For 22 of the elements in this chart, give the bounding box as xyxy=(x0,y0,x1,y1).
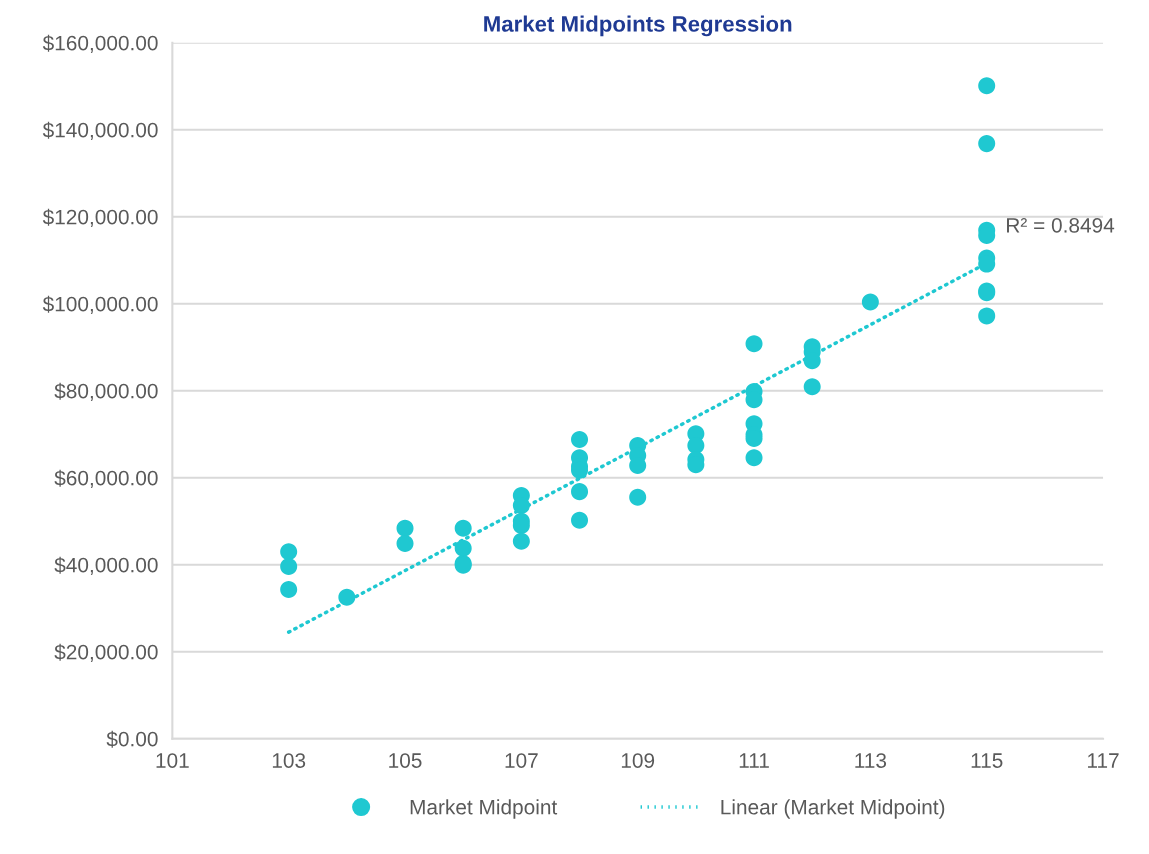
y-tick-label: $80,000.00 xyxy=(54,382,158,401)
x-tick-label: 105 xyxy=(389,753,422,768)
y-tick-label: $120,000.00 xyxy=(42,208,158,227)
y-tick-label: $100,000.00 xyxy=(42,295,158,314)
x-tick-label: 117 xyxy=(1088,753,1119,768)
chart-title: Market Midpoints Regression xyxy=(484,15,792,37)
y-tick-label: $60,000.00 xyxy=(54,469,158,488)
y-tick-label: $20,000.00 xyxy=(54,643,158,662)
y-tick-label: $40,000.00 xyxy=(54,556,158,575)
x-tick-label: 111 xyxy=(739,753,769,768)
annotation: R² = 0.8494 xyxy=(1007,217,1115,233)
x-tick-label: 101 xyxy=(156,753,189,768)
x-tick-label: 113 xyxy=(855,753,887,768)
y-tick-label: $0.00 xyxy=(106,730,158,748)
legend-label: Linear (Market Midpoint) xyxy=(721,799,945,819)
x-tick-label: 107 xyxy=(505,753,538,768)
legend-label: Market Midpoint xyxy=(410,799,558,819)
x-tick-label: 115 xyxy=(971,753,1003,768)
x-tick-label: 103 xyxy=(272,753,306,768)
x-tick-label: 109 xyxy=(621,753,655,768)
y-tick-label: $140,000.00 xyxy=(42,121,158,140)
y-tick-label: $160,000.00 xyxy=(42,34,158,53)
